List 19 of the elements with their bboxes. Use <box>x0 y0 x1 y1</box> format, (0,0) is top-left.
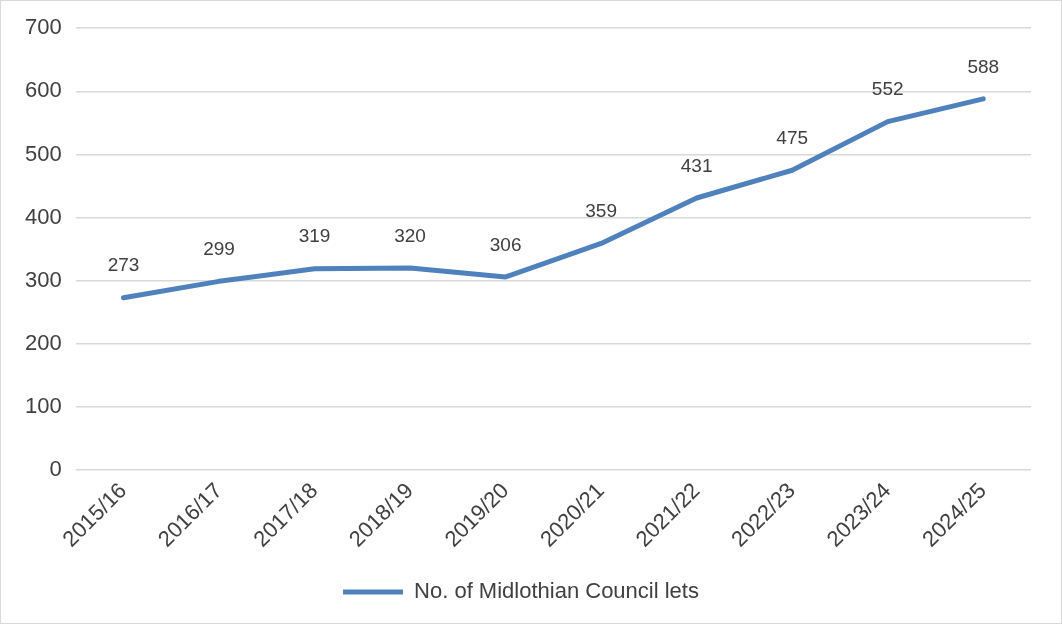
y-tick-label: 500 <box>24 140 62 166</box>
data-label: 359 <box>585 200 617 222</box>
y-tick-label: 100 <box>24 393 62 419</box>
data-label: 588 <box>967 55 1000 77</box>
data-label: 552 <box>871 78 904 100</box>
y-tick-label: 400 <box>24 203 62 229</box>
data-label: 299 <box>203 238 235 260</box>
y-tick-label: 700 <box>24 14 62 40</box>
data-label: 306 <box>489 233 522 255</box>
y-tick-label: 600 <box>24 77 62 103</box>
data-label: 431 <box>680 154 713 176</box>
data-label: 320 <box>394 224 426 246</box>
y-tick-label: 0 <box>49 456 62 482</box>
legend-label: No. of Midlothian Council lets <box>414 578 699 604</box>
y-tick-label: 300 <box>24 266 62 292</box>
data-label: 273 <box>107 254 140 276</box>
data-label: 475 <box>776 126 809 148</box>
data-label: 319 <box>298 225 331 247</box>
y-tick-label: 200 <box>24 329 62 355</box>
